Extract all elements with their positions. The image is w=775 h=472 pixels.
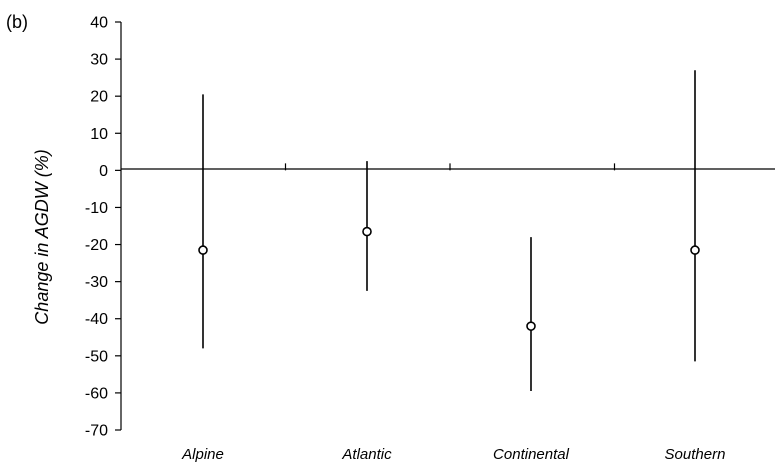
y-tick-label: -60 [85,385,108,402]
category-labels: Alpine Atlantic Continental Southern [181,446,725,463]
y-tick-label: -30 [85,274,108,291]
data-point [690,245,700,255]
y-axis-label: Change in AGDW (%) [32,149,52,324]
y-tick-label: -10 [85,200,108,217]
panel-label: (b) [6,12,28,32]
category-label: Continental [493,446,570,463]
y-tick-label: -70 [85,423,108,440]
y-tick-label: 40 [90,15,108,32]
category-label: Southern [665,446,726,463]
category-label: Alpine [181,446,224,463]
data-point [198,245,208,255]
y-tick-label: 20 [90,89,108,106]
y-tick-label: -50 [85,348,108,365]
y-tick-label: -40 [85,311,108,328]
data-marks [198,70,700,392]
data-point [526,321,536,331]
y-tick-label: 0 [99,163,108,180]
y-ticks: 40 30 20 10 0 -10 -20 -30 -40 -50 -60 -70 [85,15,121,440]
y-tick-label: 30 [90,52,108,69]
data-point [362,226,372,237]
y-tick-label: -20 [85,237,108,254]
category-label: Atlantic [341,446,392,463]
y-tick-label: 10 [90,126,108,143]
x-category-ticks [284,163,616,171]
